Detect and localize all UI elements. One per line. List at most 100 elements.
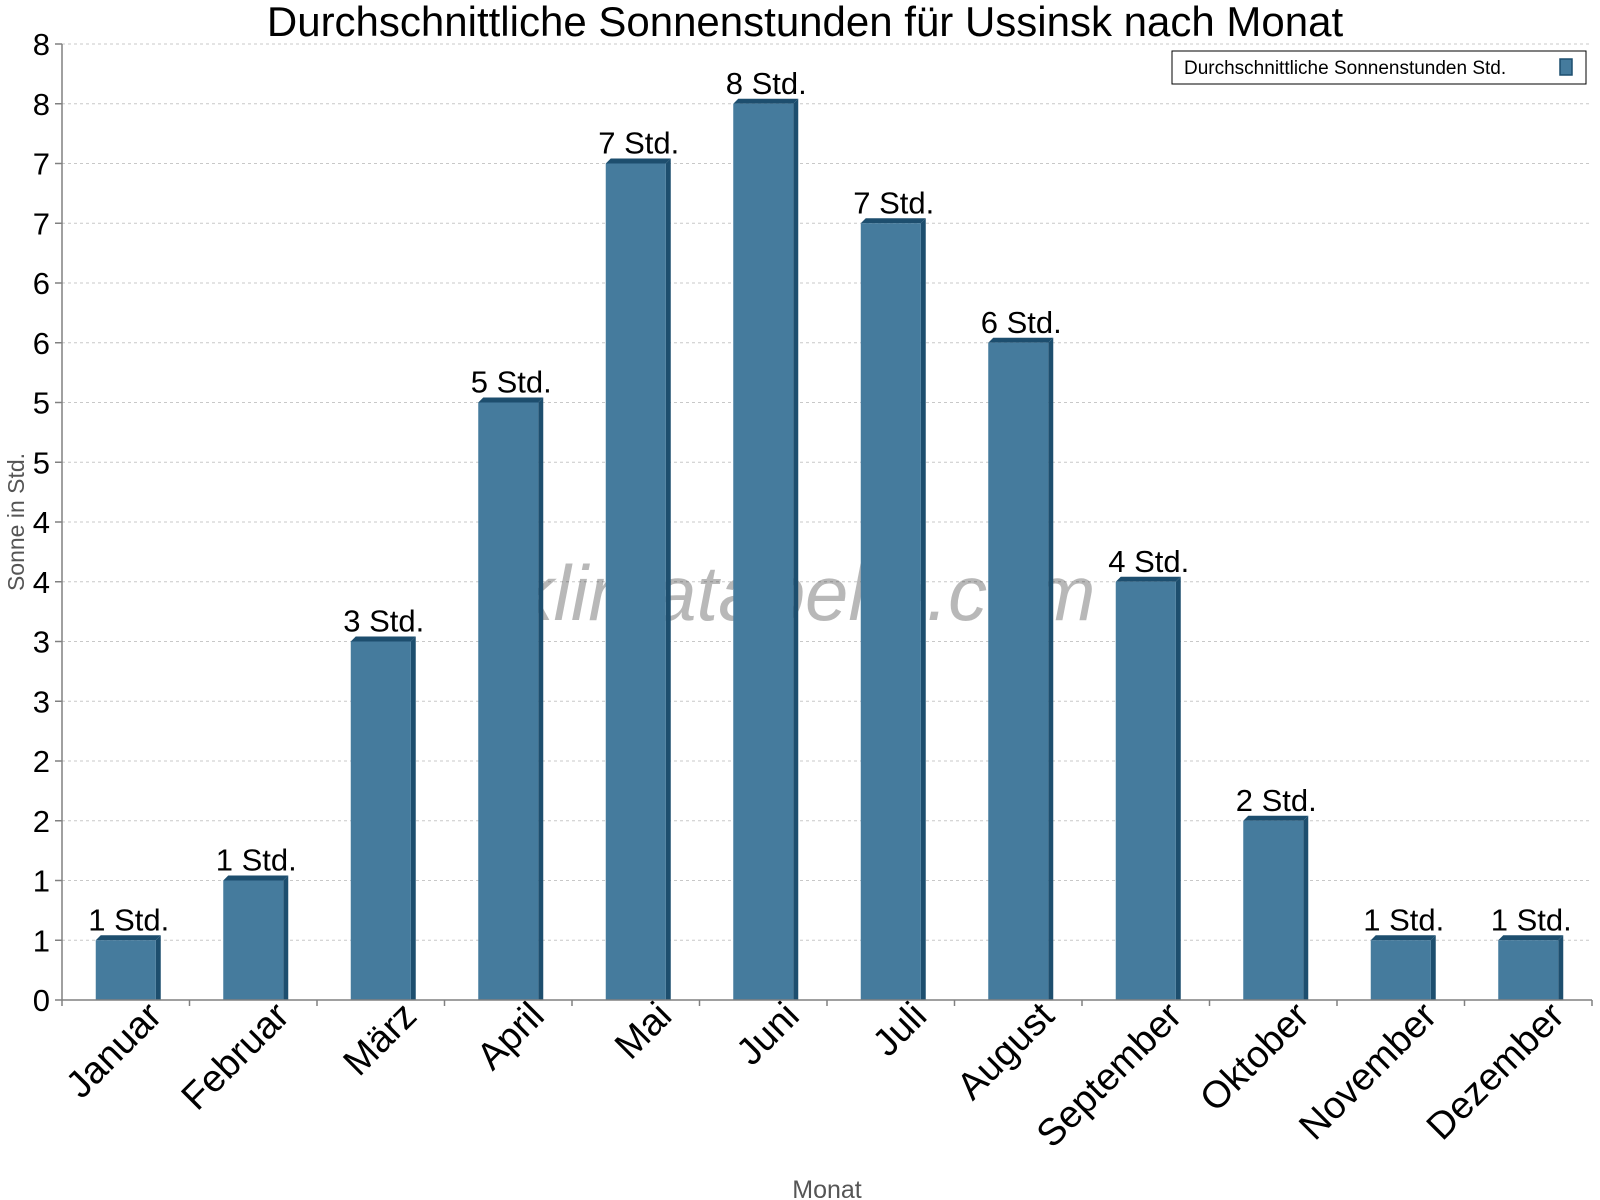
bar-value-label: 4 Std. — [1108, 544, 1189, 579]
legend-swatch — [1559, 58, 1573, 76]
y-axis-label: Sonne in Std. — [3, 453, 29, 591]
y-tick-label: 1 — [33, 864, 50, 899]
y-tick-label: 7 — [33, 206, 50, 241]
x-tick-label: Juli — [865, 995, 935, 1065]
x-axis-ticks: Januar Februar März April Mai Juni Juli AugustS… — [58, 994, 1593, 1156]
legend: Durchschnittliche Sonnenstunden Std. — [1171, 50, 1587, 85]
bar — [860, 223, 921, 1000]
x-tick-label: Mai — [607, 995, 680, 1068]
y-tick-label: 7 — [33, 147, 50, 182]
x-tick-label: Juni — [729, 995, 808, 1074]
y-tick-label: 0 — [33, 983, 50, 1018]
bar — [1370, 940, 1431, 1000]
y-tick-label: 6 — [33, 326, 50, 361]
bar-top — [733, 98, 799, 104]
bar-value-label: 1 Std. — [1491, 902, 1572, 937]
bar — [350, 641, 411, 1000]
bar-side — [410, 636, 416, 1000]
bar — [1498, 940, 1559, 1000]
bar — [478, 402, 539, 1000]
bar-side — [538, 397, 544, 1000]
bar-märz: 3 Std. — [343, 604, 424, 1000]
bar-top — [605, 158, 671, 164]
bar-side — [920, 218, 926, 1000]
y-axis-ticks: 0 1 1 2 2 3 3 4 4 5 5 6 6 7 7 8 8 — [33, 27, 62, 1018]
bar-value-label: 7 Std. — [853, 185, 934, 220]
y-tick-label: 8 — [33, 87, 50, 122]
bar-value-label: 7 Std. — [598, 126, 679, 161]
y-tick-label: 4 — [33, 565, 50, 600]
bar-value-label: 6 Std. — [981, 305, 1062, 340]
x-tick-label: April — [469, 995, 552, 1078]
x-tick-label: Februar — [174, 994, 298, 1118]
bar-side — [1175, 576, 1181, 1000]
y-tick-label: 2 — [33, 804, 50, 839]
bar-value-label: 5 Std. — [471, 365, 552, 400]
bar — [988, 342, 1049, 1000]
bar-side — [1558, 935, 1564, 1000]
bar-side — [665, 158, 671, 1000]
bar-side — [1303, 815, 1309, 1000]
bar-value-label: 2 Std. — [1236, 783, 1317, 818]
bar-top — [95, 935, 161, 941]
legend-label: Durchschnittliche Sonnenstunden Std. — [1184, 58, 1506, 79]
x-tick-label: August — [949, 994, 1063, 1108]
bar-value-label: 1 Std. — [216, 843, 297, 878]
bar-april: 5 Std. — [471, 365, 552, 1000]
bar-side — [1048, 337, 1054, 1000]
bar-value-label: 1 Std. — [88, 902, 169, 937]
x-axis-label: Monat — [792, 1176, 862, 1200]
grid-lines — [62, 43, 1592, 941]
bar-top — [1498, 935, 1564, 941]
y-tick-label: 3 — [33, 625, 50, 660]
bar-top — [860, 218, 926, 224]
bar-top — [988, 337, 1054, 343]
x-tick-label: Januar — [58, 994, 170, 1106]
bar-top — [350, 636, 416, 642]
bar-value-label: 8 Std. — [726, 66, 807, 101]
bar-juni: 8 Std. — [726, 66, 807, 1000]
bar-side — [1430, 935, 1436, 1000]
bar — [1115, 581, 1176, 1000]
bar-value-label: 1 Std. — [1363, 902, 1444, 937]
y-tick-label: 8 — [33, 27, 50, 62]
bar — [605, 163, 666, 1000]
bar-side — [793, 98, 799, 1000]
y-tick-label: 5 — [33, 386, 50, 421]
legend-box — [1171, 50, 1587, 85]
y-tick-label: 2 — [33, 744, 50, 779]
bar-november: 1 Std. — [1363, 902, 1444, 1000]
x-tick-label: Oktober — [1192, 994, 1318, 1120]
bar-februar: 1 Std. — [216, 843, 297, 1000]
bar — [95, 940, 156, 1000]
x-tick-label: März — [336, 995, 425, 1084]
bar — [223, 880, 284, 1000]
bar-dezember: 1 Std. — [1491, 902, 1572, 1000]
bar — [733, 103, 794, 1000]
bar-januar: 1 Std. — [88, 902, 169, 1000]
bar-top — [478, 397, 544, 403]
bar-oktober: 2 Std. — [1236, 783, 1317, 1000]
bar-august: 6 Std. — [981, 305, 1062, 1000]
bars: 1 Std. 1 Std. 3 Std. 5 Std. 7 Std. 8 Std. 7 St… — [88, 66, 1572, 1000]
bar — [1243, 820, 1304, 1000]
x-tick-label: Dezember — [1419, 994, 1573, 1148]
bar-september: 4 Std. — [1108, 544, 1189, 1000]
y-tick-label: 3 — [33, 684, 50, 719]
bar-top — [1115, 576, 1181, 582]
bar-mai: 7 Std. — [598, 126, 679, 1000]
y-tick-label: 5 — [33, 445, 50, 480]
bar-top — [1243, 815, 1309, 821]
y-tick-label: 4 — [33, 505, 50, 540]
bar-side — [155, 935, 161, 1000]
chart-title: Durchschnittliche Sonnenstunden für Ussi… — [267, 0, 1344, 45]
bar-top — [223, 875, 289, 881]
bar-juli: 7 Std. — [853, 185, 934, 1000]
y-tick-label: 6 — [33, 266, 50, 301]
y-tick-label: 1 — [33, 923, 50, 958]
bar-top — [1370, 935, 1436, 941]
bar-side — [283, 875, 289, 1000]
bar-value-label: 3 Std. — [343, 604, 424, 639]
x-tick-label: November — [1291, 994, 1445, 1148]
